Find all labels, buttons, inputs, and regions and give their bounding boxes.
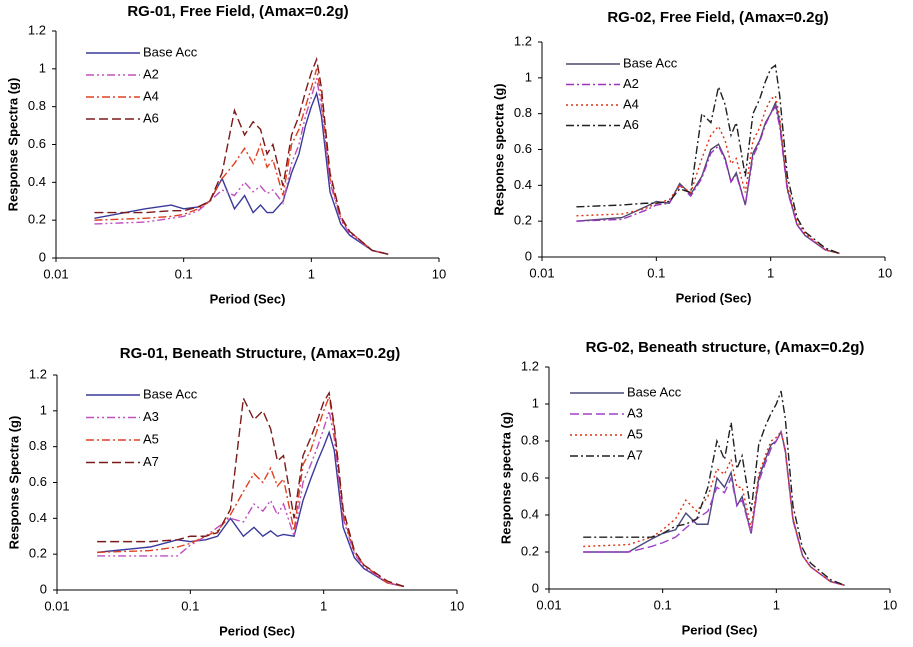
legend-label: A4 — [623, 96, 639, 111]
legend-label: A2 — [143, 66, 159, 81]
panel: RG-02, Beneath structure, (Amax=0.2g) 0 0.… — [498, 339, 897, 637]
x-tick-label: 0.01 — [43, 266, 68, 281]
series-line — [583, 390, 846, 586]
x-tick-label: 1 — [308, 266, 315, 281]
x-axis-title: Period (Sec) — [219, 623, 295, 638]
x-tick-label: 1 — [767, 265, 774, 280]
y-tick-label: 0.2 — [28, 212, 46, 227]
x-tick-label: 10 — [878, 265, 892, 280]
y-tick-label: 0.6 — [521, 469, 539, 484]
legend-label: Base Acc — [143, 44, 198, 59]
legend-label: A3 — [143, 409, 159, 424]
y-tick-label: 0.8 — [29, 438, 47, 453]
y-axis-title: Response spectra (g) — [498, 412, 513, 544]
legend-label: A7 — [143, 454, 159, 469]
y-tick-label: 1.2 — [29, 366, 47, 381]
y-tick-label: 1 — [40, 402, 47, 417]
legend-label: A5 — [143, 431, 159, 446]
series-line — [94, 68, 389, 255]
legend-label: Base Acc — [623, 55, 678, 70]
chart-title: RG-02, Beneath structure, (Amax=0.2g) — [586, 339, 865, 356]
y-tick-label: 1.2 — [28, 22, 46, 37]
x-tick-label: 10 — [450, 598, 464, 613]
legend-label: A6 — [623, 117, 639, 132]
legend-label: A3 — [627, 405, 643, 420]
y-tick-label: 0 — [40, 581, 47, 596]
legend-label: A2 — [623, 76, 639, 91]
y-tick-label: 0.4 — [29, 510, 47, 525]
chart-title: RG-02, Free Field, (Amax=0.2g) — [607, 9, 828, 26]
y-tick-label: 0.4 — [28, 174, 46, 189]
series-line — [583, 429, 845, 586]
series-line — [583, 429, 845, 586]
series-line — [97, 410, 405, 588]
series-line — [94, 91, 389, 255]
y-tick-label: 0 — [525, 248, 532, 263]
x-tick-label: 0.01 — [536, 597, 561, 612]
y-tick-label: 0.8 — [28, 98, 46, 113]
y-tick-label: 0.2 — [514, 213, 532, 228]
x-tick-label: 1 — [320, 598, 327, 613]
x-axis-title: Period (Sec) — [682, 622, 758, 637]
chart-title: RG-01, Beneath Structure, (Amax=0.2g) — [120, 345, 401, 362]
y-tick-label: 0.6 — [29, 474, 47, 489]
y-tick-label: 0.6 — [514, 141, 532, 156]
x-tick-label: 0.1 — [654, 597, 672, 612]
x-tick-label: 0.1 — [647, 265, 665, 280]
x-tick-label: 10 — [883, 597, 897, 612]
series-line — [576, 94, 840, 255]
chart-title: RG-01, Free Field, (Amax=0.2g) — [127, 3, 348, 20]
series-line — [576, 64, 840, 255]
series-line — [576, 104, 840, 255]
series-line — [583, 430, 845, 586]
y-tick-label: 0 — [532, 580, 539, 595]
panel: RG-01, Beneath Structure, (Amax=0.2g) 0 0.… — [6, 345, 464, 638]
y-tick-label: 1.2 — [521, 358, 539, 373]
series-line — [576, 100, 840, 255]
y-axis-title: Response Spectra (g) — [5, 78, 20, 212]
x-tick-label: 1 — [773, 597, 780, 612]
legend-label: A7 — [627, 447, 643, 462]
legend-label: A6 — [143, 110, 159, 125]
panel: RG-02, Free Field, (Amax=0.2g) 0 0.2 0.4 0.6… — [491, 9, 892, 305]
x-axis-title: Period (Sec) — [210, 291, 286, 306]
x-tick-label: 0.01 — [529, 265, 554, 280]
x-axis-title: Period (Sec) — [676, 290, 752, 305]
series-line — [97, 430, 405, 588]
y-tick-label: 0.8 — [514, 105, 532, 120]
panel: RG-01, Free Field, (Amax=0.2g) 0 0.2 0.4 0.6… — [5, 3, 446, 306]
x-tick-label: 0.1 — [181, 598, 199, 613]
y-tick-label: 0 — [39, 249, 46, 264]
legend-label: A4 — [143, 88, 159, 103]
y-tick-label: 0.2 — [521, 543, 539, 558]
x-tick-label: 10 — [432, 266, 446, 281]
legend-label: Base Acc — [627, 384, 682, 399]
y-tick-label: 1.2 — [514, 33, 532, 48]
y-tick-label: 0.8 — [521, 432, 539, 447]
y-axis-title: Response spectra (g) — [491, 83, 506, 215]
y-tick-label: 1 — [39, 60, 46, 75]
series-line — [97, 393, 405, 588]
x-tick-label: 0.1 — [175, 266, 193, 281]
y-tick-label: 0.4 — [514, 177, 532, 192]
series-line — [94, 78, 389, 255]
y-tick-label: 1 — [525, 69, 532, 84]
legend-label: Base Acc — [143, 386, 198, 401]
y-tick-label: 0.6 — [28, 136, 46, 151]
y-axis-title: Response Spectra (g) — [6, 416, 21, 550]
legend-label: A5 — [627, 426, 643, 441]
series-line — [97, 390, 405, 588]
series-line — [94, 56, 389, 255]
y-tick-label: 0.2 — [29, 546, 47, 561]
y-tick-label: 0.4 — [521, 506, 539, 521]
y-tick-label: 1 — [532, 395, 539, 410]
x-tick-label: 0.01 — [44, 598, 69, 613]
